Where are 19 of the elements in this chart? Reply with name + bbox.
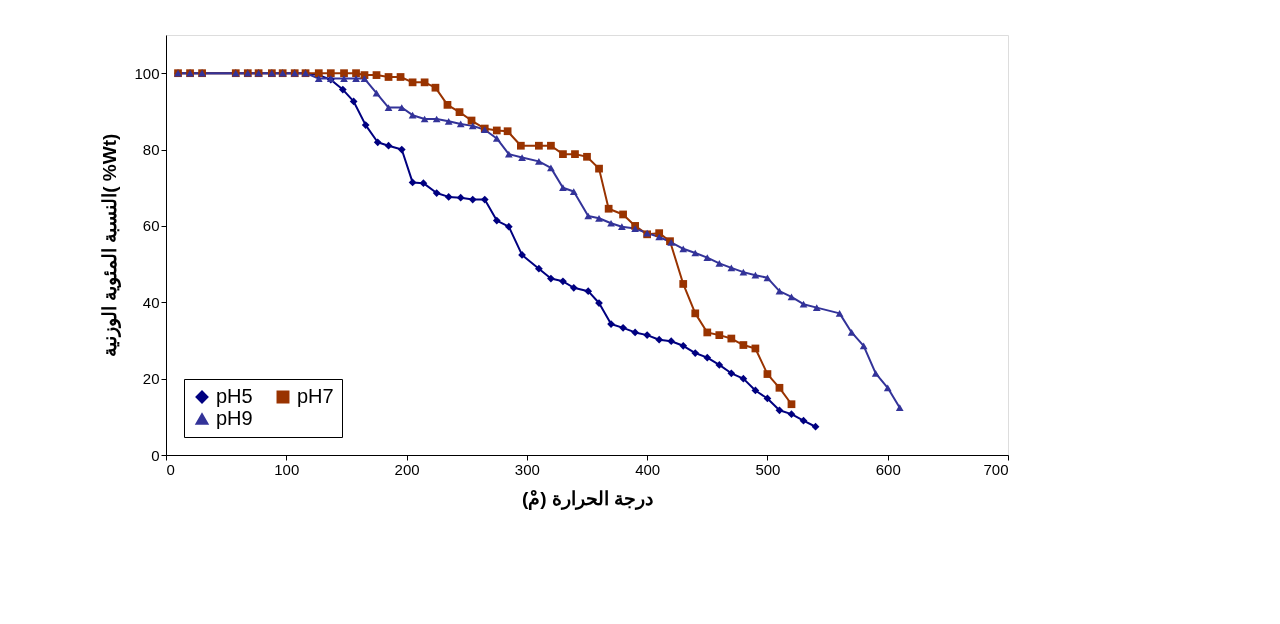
- x-tick-label: 500: [755, 460, 781, 478]
- y-tick-label: 0: [151, 446, 160, 464]
- x-axis-title: درجة الحرارة (مْ): [521, 487, 654, 510]
- x-tick-label: 100: [274, 460, 300, 478]
- y-tick-label: 40: [142, 293, 160, 311]
- y-tick-label: 20: [142, 370, 160, 388]
- legend-label: pH9: [216, 407, 253, 429]
- x-tick-label: 0: [166, 460, 175, 478]
- y-tick-label: 100: [134, 64, 160, 82]
- x-tick-label: 200: [394, 460, 420, 478]
- x-tick-label: 400: [635, 460, 661, 478]
- x-tick-label: 700: [983, 460, 1009, 478]
- legend-label: pH5: [216, 385, 253, 407]
- x-tick-label: 600: [875, 460, 901, 478]
- y-tick-label: 60: [142, 217, 160, 235]
- x-tick-label: 300: [514, 460, 540, 478]
- y-tick-label: 80: [142, 141, 160, 159]
- y-axis-title: النسبة المئوية الوزنية( %Wt): [99, 133, 122, 358]
- legend-label: pH7: [297, 385, 334, 407]
